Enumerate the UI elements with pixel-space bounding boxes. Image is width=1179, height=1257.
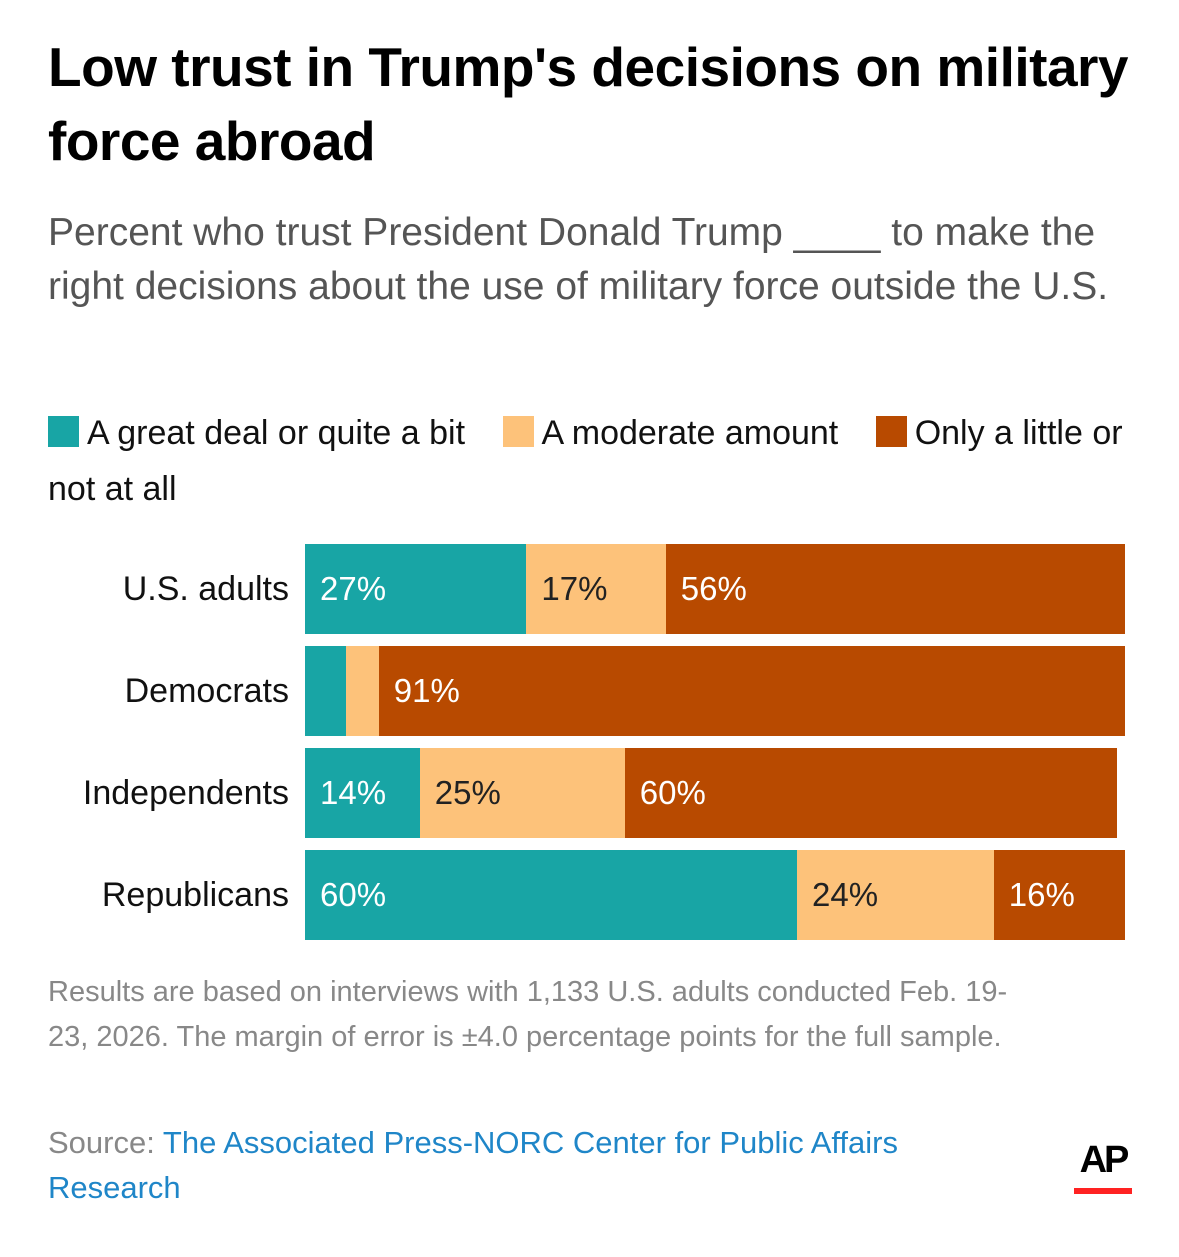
data-label: 27%: [320, 570, 387, 607]
bar-row: Republicans 60% 24% 16%: [0, 850, 1179, 940]
legend-swatch: [48, 416, 79, 447]
bar-row: Democrats 91%: [0, 646, 1179, 736]
chart-title: Low trust in Trump's decisions on milita…: [48, 36, 1129, 172]
bar-segment: 56%: [665, 544, 1125, 634]
data-label: 17%: [541, 570, 608, 607]
legend-swatch: [875, 416, 907, 447]
bar-segment: 17%: [526, 544, 666, 634]
bar-segment: 16%: [993, 850, 1125, 940]
ap-logo-bar: [1074, 1188, 1132, 1194]
bar-segment: 60%: [624, 748, 1117, 838]
data-label: 91%: [393, 672, 460, 709]
source-link[interactable]: The Associated Press-NORC Center for Pub…: [48, 1125, 898, 1205]
bar-row: Independents 14% 25% 60%: [0, 748, 1179, 838]
category-label: Independents: [82, 774, 289, 812]
source-line: Source: The Associated Press-NORC Center…: [48, 1120, 1028, 1210]
bar-segment: 60%: [305, 850, 797, 940]
data-label: 16%: [1008, 876, 1075, 913]
legend-item: A moderate amount: [502, 414, 839, 452]
category-label: Democrats: [124, 672, 289, 710]
category-label: Republicans: [101, 876, 289, 914]
bar-segment: [346, 646, 379, 736]
legend-label: A great deal or quite a bit: [87, 414, 466, 452]
data-label: 56%: [680, 570, 747, 607]
bar-segment: 91%: [378, 646, 1125, 736]
data-label: 14%: [320, 774, 387, 811]
bar-row: U.S. adults 27% 17% 56%: [0, 544, 1179, 634]
ap-logo-text: AP: [1079, 1139, 1130, 1181]
bar-segment: 14%: [305, 748, 420, 838]
data-label: 25%: [434, 774, 501, 811]
legend-item: Only a little or not at all: [48, 414, 1123, 508]
legend-item: A great deal or quite a bit: [48, 414, 465, 452]
bar-segment: 24%: [797, 850, 994, 940]
source-prefix: Source:: [48, 1125, 163, 1160]
data-label: 60%: [320, 876, 387, 913]
legend-swatch: [502, 416, 534, 447]
legend: A great deal or quite a bit A moderate a…: [48, 405, 1128, 517]
ap-logo: AP: [1074, 1140, 1132, 1194]
legend-label: Only a little or not at all: [48, 414, 1123, 508]
legend-label: A moderate amount: [541, 414, 839, 452]
category-label: U.S. adults: [122, 570, 289, 608]
chart-subtitle: Percent who trust President Donald Trump…: [48, 211, 1109, 308]
bar-segment: 25%: [419, 748, 625, 838]
bar-segment: 27%: [305, 544, 527, 634]
data-label: 24%: [812, 876, 879, 913]
methodology-note: Results are based on interviews with 1,1…: [48, 976, 1008, 1053]
data-label: 60%: [639, 774, 706, 811]
bar-segment: [305, 646, 346, 736]
